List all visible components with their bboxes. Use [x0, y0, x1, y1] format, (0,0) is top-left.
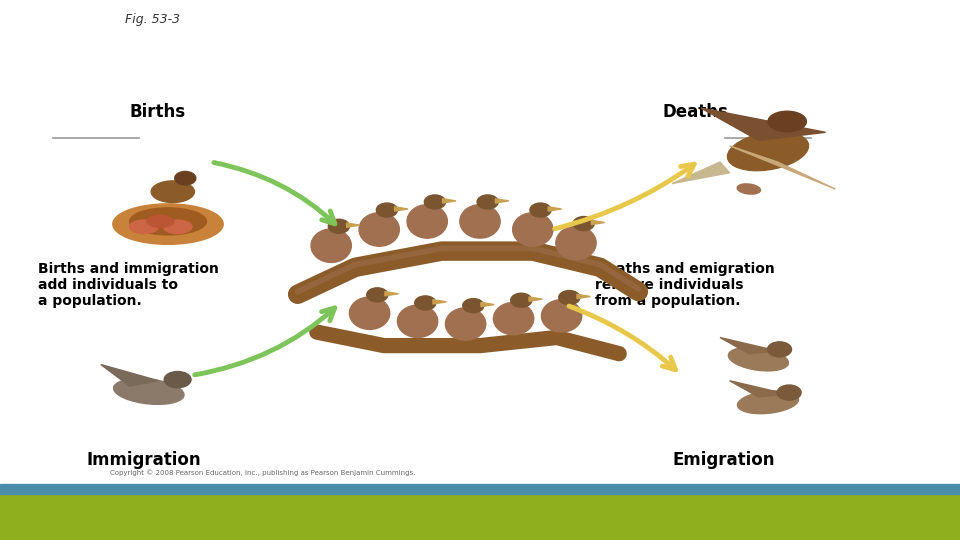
Polygon shape — [720, 338, 778, 354]
Ellipse shape — [463, 299, 484, 313]
Ellipse shape — [768, 342, 792, 357]
Ellipse shape — [130, 208, 206, 235]
Polygon shape — [701, 108, 826, 140]
Ellipse shape — [556, 226, 596, 260]
Ellipse shape — [113, 204, 223, 244]
Text: Births: Births — [130, 103, 185, 120]
Polygon shape — [395, 207, 408, 211]
Ellipse shape — [359, 213, 399, 246]
Ellipse shape — [729, 347, 788, 371]
Text: Copyright © 2008 Pearson Education, Inc., publishing as Pearson Benjamin Cumming: Copyright © 2008 Pearson Education, Inc.… — [110, 470, 416, 476]
Ellipse shape — [573, 217, 594, 231]
Polygon shape — [495, 199, 509, 203]
Ellipse shape — [163, 220, 192, 233]
Ellipse shape — [778, 385, 802, 400]
Ellipse shape — [445, 308, 486, 340]
Ellipse shape — [530, 203, 551, 217]
Text: Immigration: Immigration — [86, 451, 201, 469]
Ellipse shape — [559, 291, 580, 305]
Ellipse shape — [113, 379, 184, 404]
Ellipse shape — [737, 184, 760, 194]
Polygon shape — [730, 381, 787, 397]
Text: Deaths and emigration
remove individuals
from a population.: Deaths and emigration remove individuals… — [595, 262, 775, 308]
Polygon shape — [591, 220, 605, 225]
Ellipse shape — [328, 219, 349, 233]
Polygon shape — [730, 146, 835, 189]
Text: Deaths: Deaths — [662, 103, 729, 120]
Polygon shape — [529, 297, 542, 301]
Polygon shape — [433, 300, 446, 304]
Ellipse shape — [728, 132, 808, 171]
Text: Births and immigration
add individuals to
a population.: Births and immigration add individuals t… — [38, 262, 219, 308]
Text: Fig. 53-3: Fig. 53-3 — [125, 14, 180, 26]
Ellipse shape — [407, 205, 447, 238]
Polygon shape — [385, 292, 398, 296]
Ellipse shape — [460, 205, 500, 238]
Polygon shape — [672, 162, 730, 184]
Text: Emigration: Emigration — [672, 451, 775, 469]
Ellipse shape — [415, 296, 436, 310]
Ellipse shape — [151, 181, 194, 202]
Ellipse shape — [511, 293, 532, 307]
Ellipse shape — [768, 111, 806, 132]
Ellipse shape — [541, 300, 582, 332]
Ellipse shape — [513, 213, 553, 246]
Ellipse shape — [130, 220, 158, 233]
Polygon shape — [481, 302, 494, 307]
Ellipse shape — [164, 372, 191, 388]
Ellipse shape — [424, 195, 445, 209]
Polygon shape — [443, 199, 456, 203]
Ellipse shape — [477, 195, 498, 209]
Ellipse shape — [397, 305, 438, 338]
Polygon shape — [548, 207, 562, 211]
Ellipse shape — [737, 391, 799, 414]
Ellipse shape — [493, 302, 534, 335]
Ellipse shape — [376, 203, 397, 217]
Ellipse shape — [175, 172, 196, 185]
Ellipse shape — [367, 288, 388, 302]
Polygon shape — [101, 364, 158, 386]
Ellipse shape — [311, 229, 351, 262]
Polygon shape — [577, 294, 590, 299]
Ellipse shape — [349, 297, 390, 329]
Polygon shape — [347, 223, 360, 227]
Ellipse shape — [147, 215, 174, 227]
